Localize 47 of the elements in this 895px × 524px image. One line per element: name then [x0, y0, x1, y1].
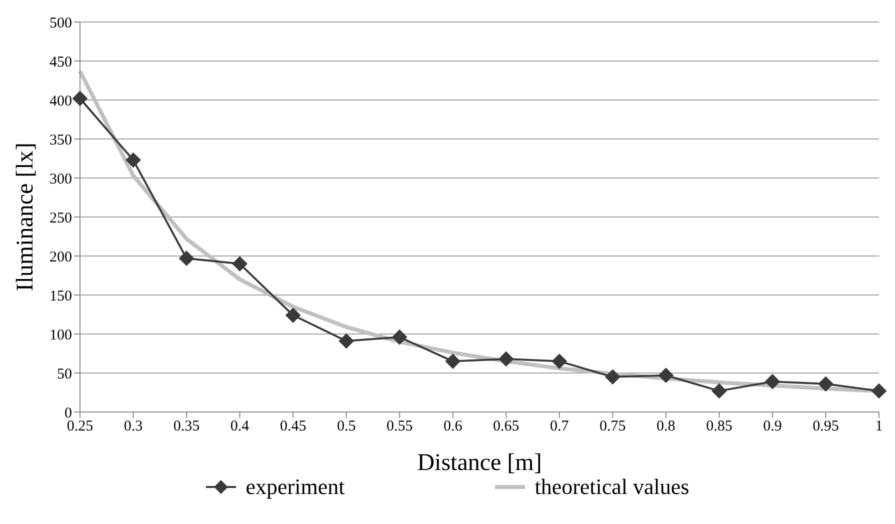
- x-tick-label: 0.85: [706, 418, 732, 435]
- point: [818, 376, 834, 392]
- y-tick-label: 400: [50, 93, 72, 110]
- point: [445, 354, 460, 369]
- x-tick-label: 0.95: [812, 418, 839, 435]
- x-tick-label: 0.65: [493, 418, 520, 435]
- y-tick-label: 350: [50, 132, 72, 148]
- x-tick-label: 0.8: [656, 418, 676, 435]
- y-tick-label: 0: [64, 405, 72, 422]
- y-tick-label: 200: [50, 249, 72, 266]
- y-tick-label: 150: [50, 288, 72, 304]
- point: [552, 354, 567, 369]
- legend-label: experiment: [246, 474, 345, 500]
- y-tick-label: 250: [50, 210, 72, 226]
- point: [605, 369, 620, 384]
- y-tick-label: 500: [50, 15, 72, 32]
- x-tick-label: 0.45: [280, 418, 306, 435]
- point: [498, 351, 514, 366]
- x-tick-label: 1: [875, 418, 883, 435]
- x-tick-label: 0.3: [124, 418, 143, 435]
- y-axis-title: Iluminance [lx]: [12, 142, 39, 292]
- x-tick-label: 0.25: [66, 418, 94, 435]
- y-tick-label: 100: [50, 327, 72, 344]
- point: [338, 334, 354, 349]
- x-tick-label: 0.55: [386, 418, 413, 435]
- legend-label: theoretical values: [534, 474, 690, 500]
- y-tick-label: 450: [50, 54, 72, 70]
- point: [764, 374, 780, 390]
- point: [72, 90, 88, 106]
- y-tick-label: 50: [57, 366, 72, 382]
- x-tick-label: 0.35: [173, 418, 200, 435]
- y-tick-label: 300: [50, 171, 72, 188]
- point: [712, 383, 727, 398]
- x-tick-label: 0.75: [600, 418, 626, 435]
- point: [232, 256, 248, 272]
- point: [872, 383, 886, 398]
- point: [286, 308, 301, 323]
- x-tick-label: 0.9: [763, 418, 782, 435]
- point: [179, 250, 194, 266]
- x-tick-label: 0.6: [443, 418, 463, 435]
- x-tick-label: 0.5: [336, 418, 356, 435]
- x-tick-label: 0.4: [230, 418, 250, 435]
- x-axis-title: Distance [m]: [417, 450, 542, 476]
- point: [126, 152, 141, 168]
- point: [658, 368, 674, 383]
- x-tick-label: 0.7: [550, 418, 570, 435]
- point: [392, 330, 408, 345]
